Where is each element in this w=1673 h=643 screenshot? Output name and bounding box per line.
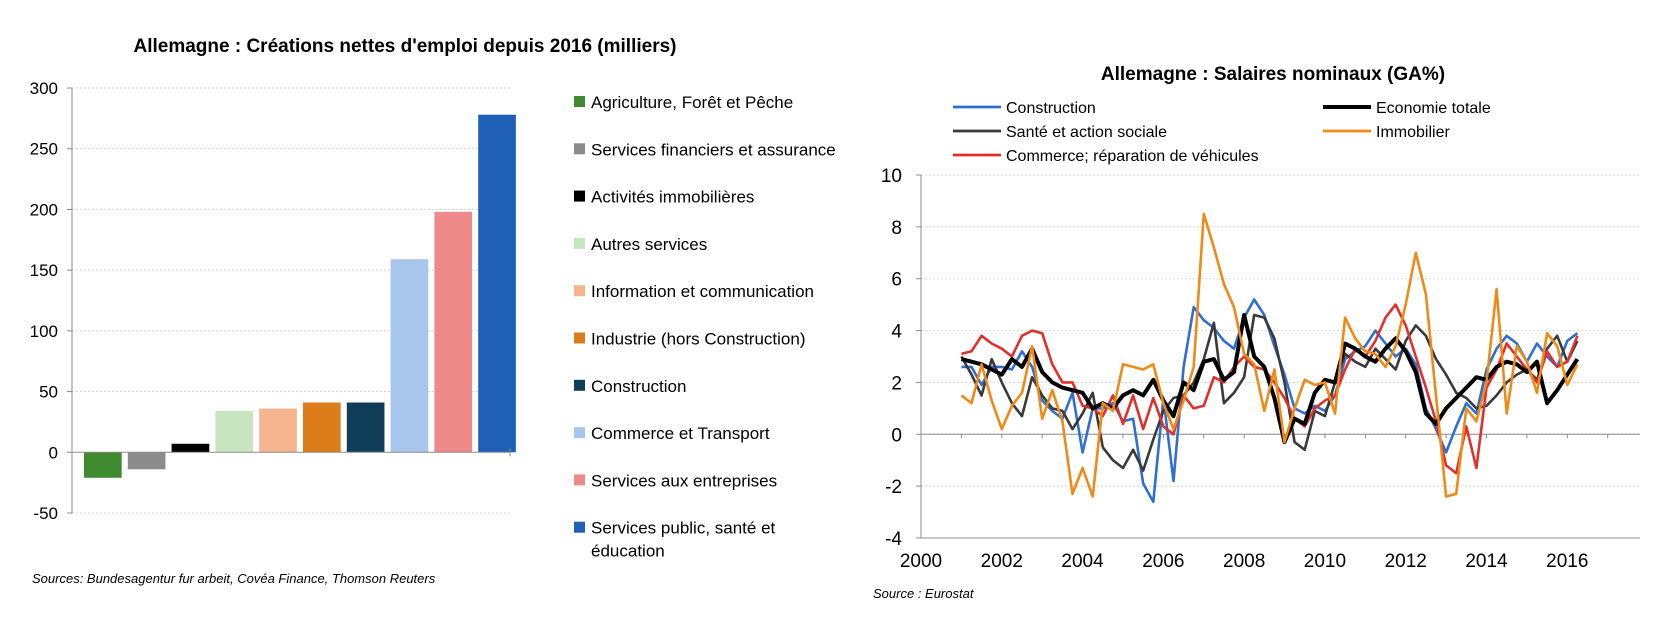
bar-2	[127, 452, 166, 470]
line-chart-gridlines	[921, 174, 1640, 487]
legend-swatch	[574, 237, 585, 249]
legend-swatch	[574, 332, 585, 344]
line-x-tick-label: 2012	[1385, 551, 1427, 572]
bar-4	[215, 411, 254, 453]
legend-label: Economie totale	[1376, 100, 1491, 117]
bar-y-tick-label: -50	[33, 504, 58, 523]
line-y-tick-label: 8	[891, 218, 902, 239]
legend-swatch	[574, 96, 585, 107]
line-x-tick-label: 2008	[1223, 551, 1265, 572]
line-x-tick-label: 2010	[1304, 551, 1346, 572]
line-y-tick-label: 2	[891, 373, 902, 394]
line-y-tick-label: 10	[881, 166, 902, 187]
legend-label: Construction	[1006, 100, 1096, 117]
legend-swatch	[574, 521, 585, 533]
line-chart-source: Source : Eurostat	[873, 586, 975, 601]
line-y-tick-label: 0	[891, 425, 902, 446]
bar-y-tick-label: 0	[49, 443, 58, 462]
bar-3	[171, 443, 210, 453]
legend-label: Information et communication	[591, 282, 814, 301]
bar-y-tick-label: 150	[30, 261, 58, 280]
bar-9	[434, 211, 473, 453]
bar-chart-title: Allemagne : Créations nettes d'emploi de…	[133, 36, 676, 57]
line-y-tick-label: -2	[885, 477, 902, 498]
line-chart-title: Allemagne : Salaires nominaux (GA%)	[1101, 64, 1445, 85]
legend-swatch	[574, 143, 585, 155]
bar-y-tick-label: 50	[39, 383, 58, 402]
bar-chart: Allemagne : Créations nettes d'emploi de…	[30, 36, 836, 586]
line-y-tick-label: -4	[885, 529, 902, 550]
line-x-tick-label: 2000	[900, 551, 942, 572]
legend-label: Commerce et Transport	[591, 424, 770, 443]
legend-swatch	[574, 190, 585, 202]
bar-y-tick-label: 100	[30, 322, 58, 341]
line-x-tick-label: 2006	[1142, 551, 1184, 572]
line-x-tick-label: 2004	[1061, 551, 1104, 572]
legend-label: Services public, santé et éducation	[591, 519, 776, 561]
legend-swatch	[574, 474, 585, 486]
line-y-tick-label: 6	[891, 270, 902, 291]
legend-swatch	[574, 379, 585, 391]
legend-label: Commerce; réparation de véhicules	[1006, 148, 1259, 165]
bar-chart-source: Sources: Bundesagentur fur arbeit, Covéa…	[32, 571, 436, 586]
legend-swatch	[574, 427, 585, 439]
series-line-commerce-r-paration-de-v-hicules	[961, 303, 1579, 475]
legend-swatch	[574, 285, 585, 297]
legend-label: Services aux entreprises	[591, 471, 777, 490]
bar-chart-bars	[84, 114, 516, 478]
legend-label: Autres services	[591, 235, 707, 254]
legend-label: Services financiers et assurance	[591, 140, 836, 159]
series-line-immobilier	[960, 212, 1579, 498]
legend-label: Activités immobilières	[591, 188, 754, 207]
legend-label: Construction	[591, 377, 686, 396]
line-chart: Allemagne : Salaires nominaux (GA%) Cons…	[873, 64, 1640, 601]
line-chart-y-ticks: -4 -2 0 2 4 6 8 10	[881, 166, 903, 550]
line-chart-axes	[916, 174, 1640, 539]
line-y-tick-label: 4	[891, 322, 902, 343]
bar-10	[478, 114, 516, 453]
series-line-economie-totale	[960, 313, 1580, 445]
bar-5	[259, 408, 297, 453]
bar-y-tick-label: 200	[30, 200, 58, 219]
line-x-tick-label: 2016	[1546, 551, 1588, 572]
bar-chart-y-ticks: -50 0 50 100 150 200 250 300	[30, 79, 58, 523]
bar-chart-legend: Agriculture, Forêt et Pêche Services fina…	[574, 93, 836, 561]
bar-y-tick-label: 250	[30, 140, 58, 159]
legend-label: Immobilier	[1376, 124, 1450, 141]
bar-8	[390, 259, 429, 453]
legend-label: Agriculture, Forêt et Pêche	[591, 93, 793, 112]
bar-y-tick-label: 300	[30, 79, 58, 98]
line-chart-x-ticks: 2000 2002 2004 2006 2008 2010 2012 2014 2016	[900, 551, 1589, 572]
bar-7	[346, 402, 385, 453]
bar-1	[84, 452, 122, 478]
line-chart-legend: Construction Economie totale Santé et acti…	[953, 100, 1491, 165]
line-chart-series	[960, 212, 1580, 504]
series-line-sant-et-action-sociale	[960, 313, 1579, 472]
bar-chart-axes	[67, 87, 511, 514]
legend-label: Industrie (hors Construction)	[591, 330, 805, 349]
line-x-tick-label: 2002	[981, 551, 1023, 572]
line-x-tick-label: 2014	[1465, 551, 1508, 572]
legend-label: Santé et action sociale	[1006, 124, 1167, 141]
bar-6	[303, 402, 341, 453]
